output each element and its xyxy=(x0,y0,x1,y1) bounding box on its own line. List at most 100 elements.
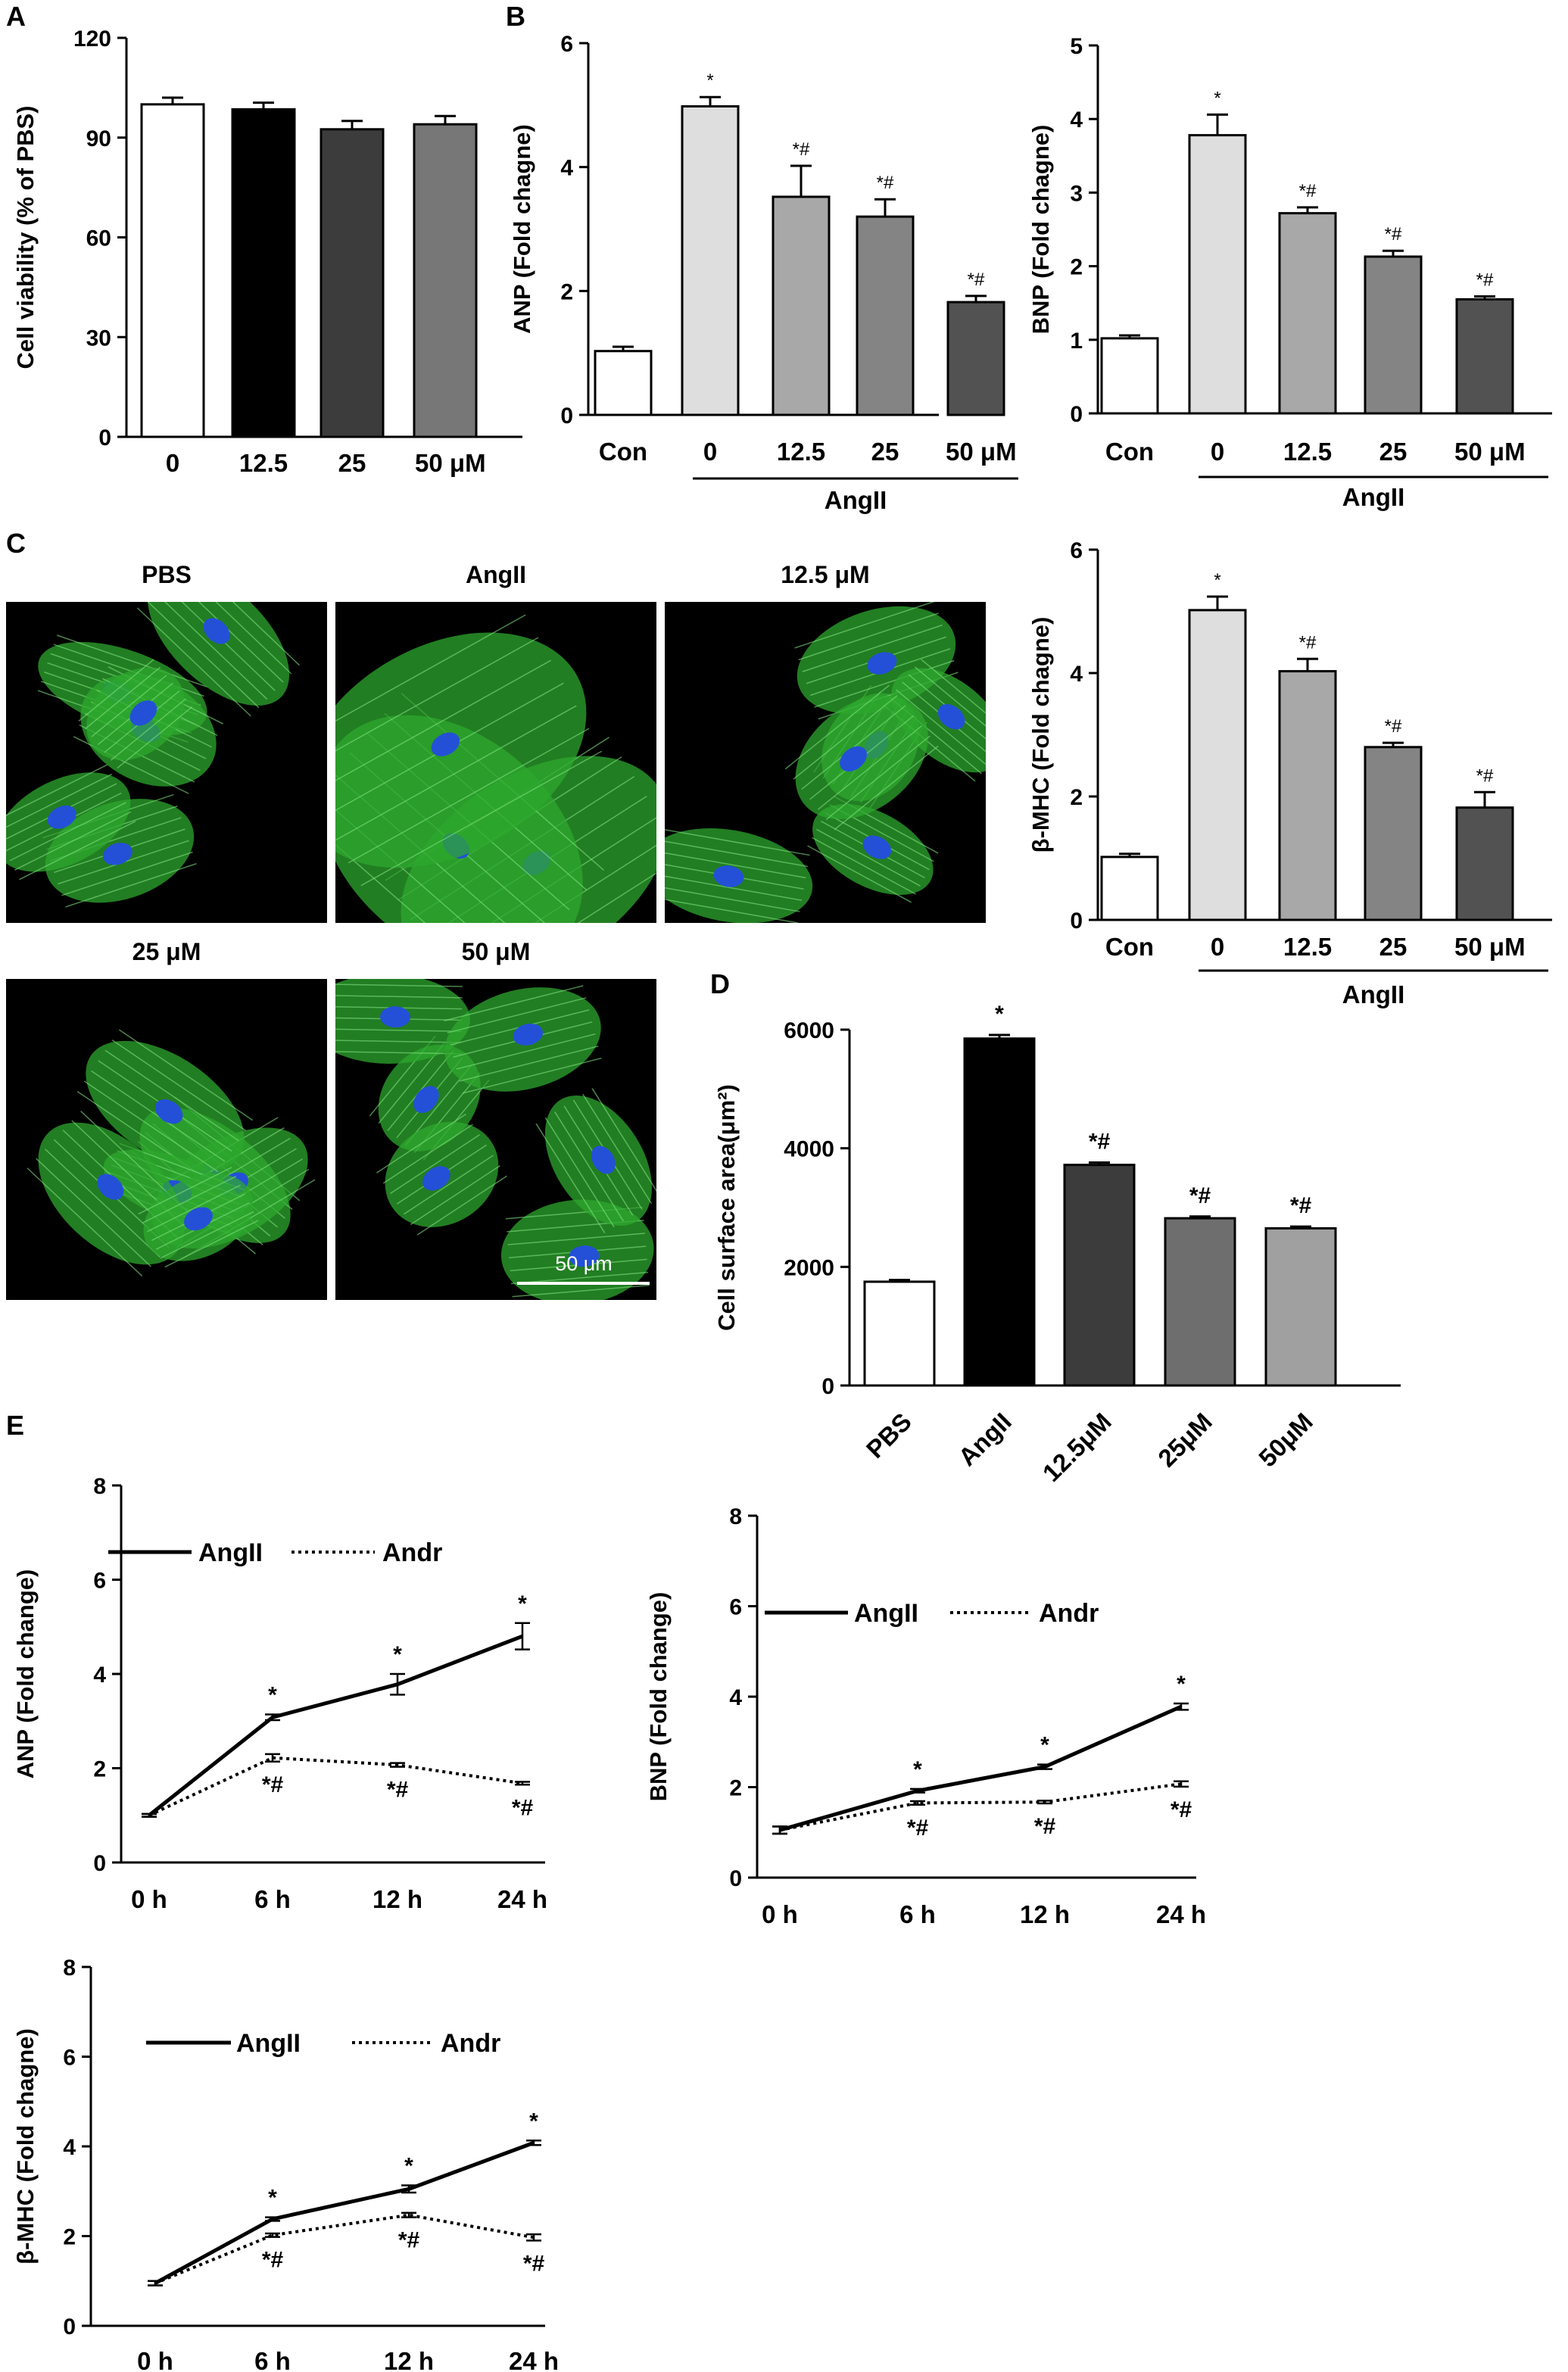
actin-fiber xyxy=(335,659,552,796)
C-MHC-ytick-label: 0 xyxy=(1070,909,1083,934)
actin-fiber xyxy=(784,684,890,770)
B-ANP-ytick-label: 2 xyxy=(560,279,573,304)
micrograph-cells xyxy=(665,602,986,923)
cell-nucleus xyxy=(713,865,744,887)
actin-fiber xyxy=(335,1039,462,1043)
B-ANP-category-label: 50 μM xyxy=(946,438,1017,466)
actin-fiber xyxy=(816,828,921,887)
cell-nucleus xyxy=(569,1245,600,1267)
actin-fiber xyxy=(462,1057,602,1094)
B-ANP-category-label: 0 xyxy=(703,438,717,466)
cell-nucleus xyxy=(591,1145,616,1174)
E-ANP-series-andr xyxy=(148,1756,523,1817)
E-BNP-ytick-label: 2 xyxy=(729,1776,742,1801)
D-ytick-label: 4000 xyxy=(784,1137,834,1162)
actin-fiber xyxy=(444,985,584,1021)
actin-fiber xyxy=(895,689,986,767)
B-BNP-ytick-label: 0 xyxy=(1070,402,1083,427)
B-BNP-ytick-label: 3 xyxy=(1070,181,1083,206)
cell-nucleus xyxy=(840,746,867,772)
E-BNP-x-tick-label: 6 h xyxy=(899,1900,936,1928)
actin-fiber xyxy=(665,873,803,901)
actin-fiber xyxy=(807,845,912,903)
E-BNP-significance-bottom: *# xyxy=(1171,1797,1192,1822)
E-MHC-y-axis-title: β-MHC (Fold chagne) xyxy=(12,2028,39,2264)
cell-nucleus xyxy=(422,1166,450,1191)
cell-nucleus xyxy=(380,1006,411,1028)
D-category-label: 50μM xyxy=(1253,1407,1318,1473)
actin-fiber xyxy=(416,1175,507,1236)
E-BNP-significance-bottom: *# xyxy=(907,1816,929,1841)
C-MHC-significance-label: *# xyxy=(1385,716,1402,737)
E-MHC-x-tick-label: 6 h xyxy=(254,2347,291,2372)
C-MHC-category-label: Con xyxy=(1105,933,1154,961)
actin-fiber xyxy=(83,1080,219,1173)
E-MHC-significance-top: * xyxy=(404,2154,413,2179)
E-ANP-y-axis-title: ANP (Fold change) xyxy=(12,1569,39,1779)
D-significance-label: * xyxy=(995,1002,1004,1027)
actin-fiber xyxy=(335,637,539,773)
actin-fiber xyxy=(914,666,986,744)
actin-fiber xyxy=(665,850,806,879)
B-BNP-category-label: 0 xyxy=(1211,438,1224,466)
C-MHC-category-label: 12.5 xyxy=(1283,933,1332,961)
D-significance-label: *# xyxy=(1089,1129,1111,1154)
E-MHC-significance-top: * xyxy=(268,2186,277,2211)
C-MHC-bar xyxy=(1100,856,1159,921)
actin-fiber xyxy=(137,607,251,717)
cell-nucleus xyxy=(154,1099,183,1124)
E-MHC-ytick-label: 6 xyxy=(63,2046,76,2071)
B-BNP-category-label: Con xyxy=(1105,438,1154,466)
E-ANP-x-tick-label: 6 h xyxy=(254,1885,291,1913)
B-BNP-y-axis-title: BNP (Fold chagne) xyxy=(1027,125,1054,335)
actin-fiber xyxy=(834,745,939,831)
B-BNP-ytick-label: 5 xyxy=(1070,34,1083,59)
actin-fiber xyxy=(535,1123,606,1233)
E-ANP-significance-bottom: *# xyxy=(262,1772,284,1797)
E-ANP-series-angii xyxy=(148,1634,523,1817)
B-BNP-category-label: 50 μM xyxy=(1454,438,1526,466)
B-ANP-significance-label: *# xyxy=(877,173,894,193)
B-ANP-bar xyxy=(681,104,740,416)
E-BNP-x-tick-label: 12 h xyxy=(1020,1900,1070,1928)
A-ytick-label: 0 xyxy=(98,425,111,450)
E-MHC-x-tick-label: 24 h xyxy=(509,2347,559,2372)
actin-fiber xyxy=(348,728,590,864)
cell-nucleus xyxy=(431,732,460,756)
actin-fiber xyxy=(554,1111,625,1222)
E-BNP-legend-label-angii: AngII xyxy=(854,1599,918,1628)
D-significance-label: *# xyxy=(1290,1193,1312,1218)
actin-fiber xyxy=(665,839,808,868)
E-ANP-ytick-label: 0 xyxy=(93,1851,106,1876)
B-ANP-y-axis-title: ANP (Fold chagne) xyxy=(509,124,535,334)
E-BNP-significance-top: * xyxy=(913,1757,922,1782)
D-y-axis-title: Cell surface area(μm²) xyxy=(713,1084,740,1331)
B-BNP-bar xyxy=(1188,134,1247,415)
E-MHC-significance-bottom: *# xyxy=(262,2248,284,2273)
actin-fiber xyxy=(65,862,197,908)
D-ytick-label: 6000 xyxy=(784,1018,834,1043)
C-MHC-ytick-label: 6 xyxy=(1070,538,1083,563)
micrograph-title: 12.5 μM xyxy=(781,561,869,588)
B-ANP-category-label: 12.5 xyxy=(777,438,825,466)
A-bar xyxy=(140,103,205,438)
chart-bnp-bar: 0 1 2 3 4 5 BNP (Fold chagne) Con * 0 *# 12.5 *# 25 *#… xyxy=(1027,34,1552,511)
D-bar xyxy=(1063,1164,1136,1387)
C-MHC-group-label: AngII xyxy=(1342,980,1404,1008)
B-ANP-category-label: 25 xyxy=(871,438,899,466)
actin-fiber xyxy=(360,750,603,887)
chart-cell-viability: 0 30 60 90 120 Cell viability (% of PBS) 0 12.5… xyxy=(12,26,522,477)
E-ANP-ytick-label: 2 xyxy=(93,1757,106,1782)
C-MHC-bar xyxy=(1364,746,1423,921)
micrograph-title: AngII xyxy=(466,561,526,588)
E-BNP-series-andr xyxy=(779,1782,1182,1832)
actin-fiber xyxy=(6,764,108,824)
actin-fiber xyxy=(335,614,526,750)
actin-fiber xyxy=(160,1211,254,1259)
actin-fiber xyxy=(447,997,587,1033)
cell-nucleus xyxy=(513,1024,544,1046)
micrograph-cells xyxy=(335,614,656,923)
actin-fiber xyxy=(802,624,943,672)
actin-fiber xyxy=(335,1028,462,1032)
